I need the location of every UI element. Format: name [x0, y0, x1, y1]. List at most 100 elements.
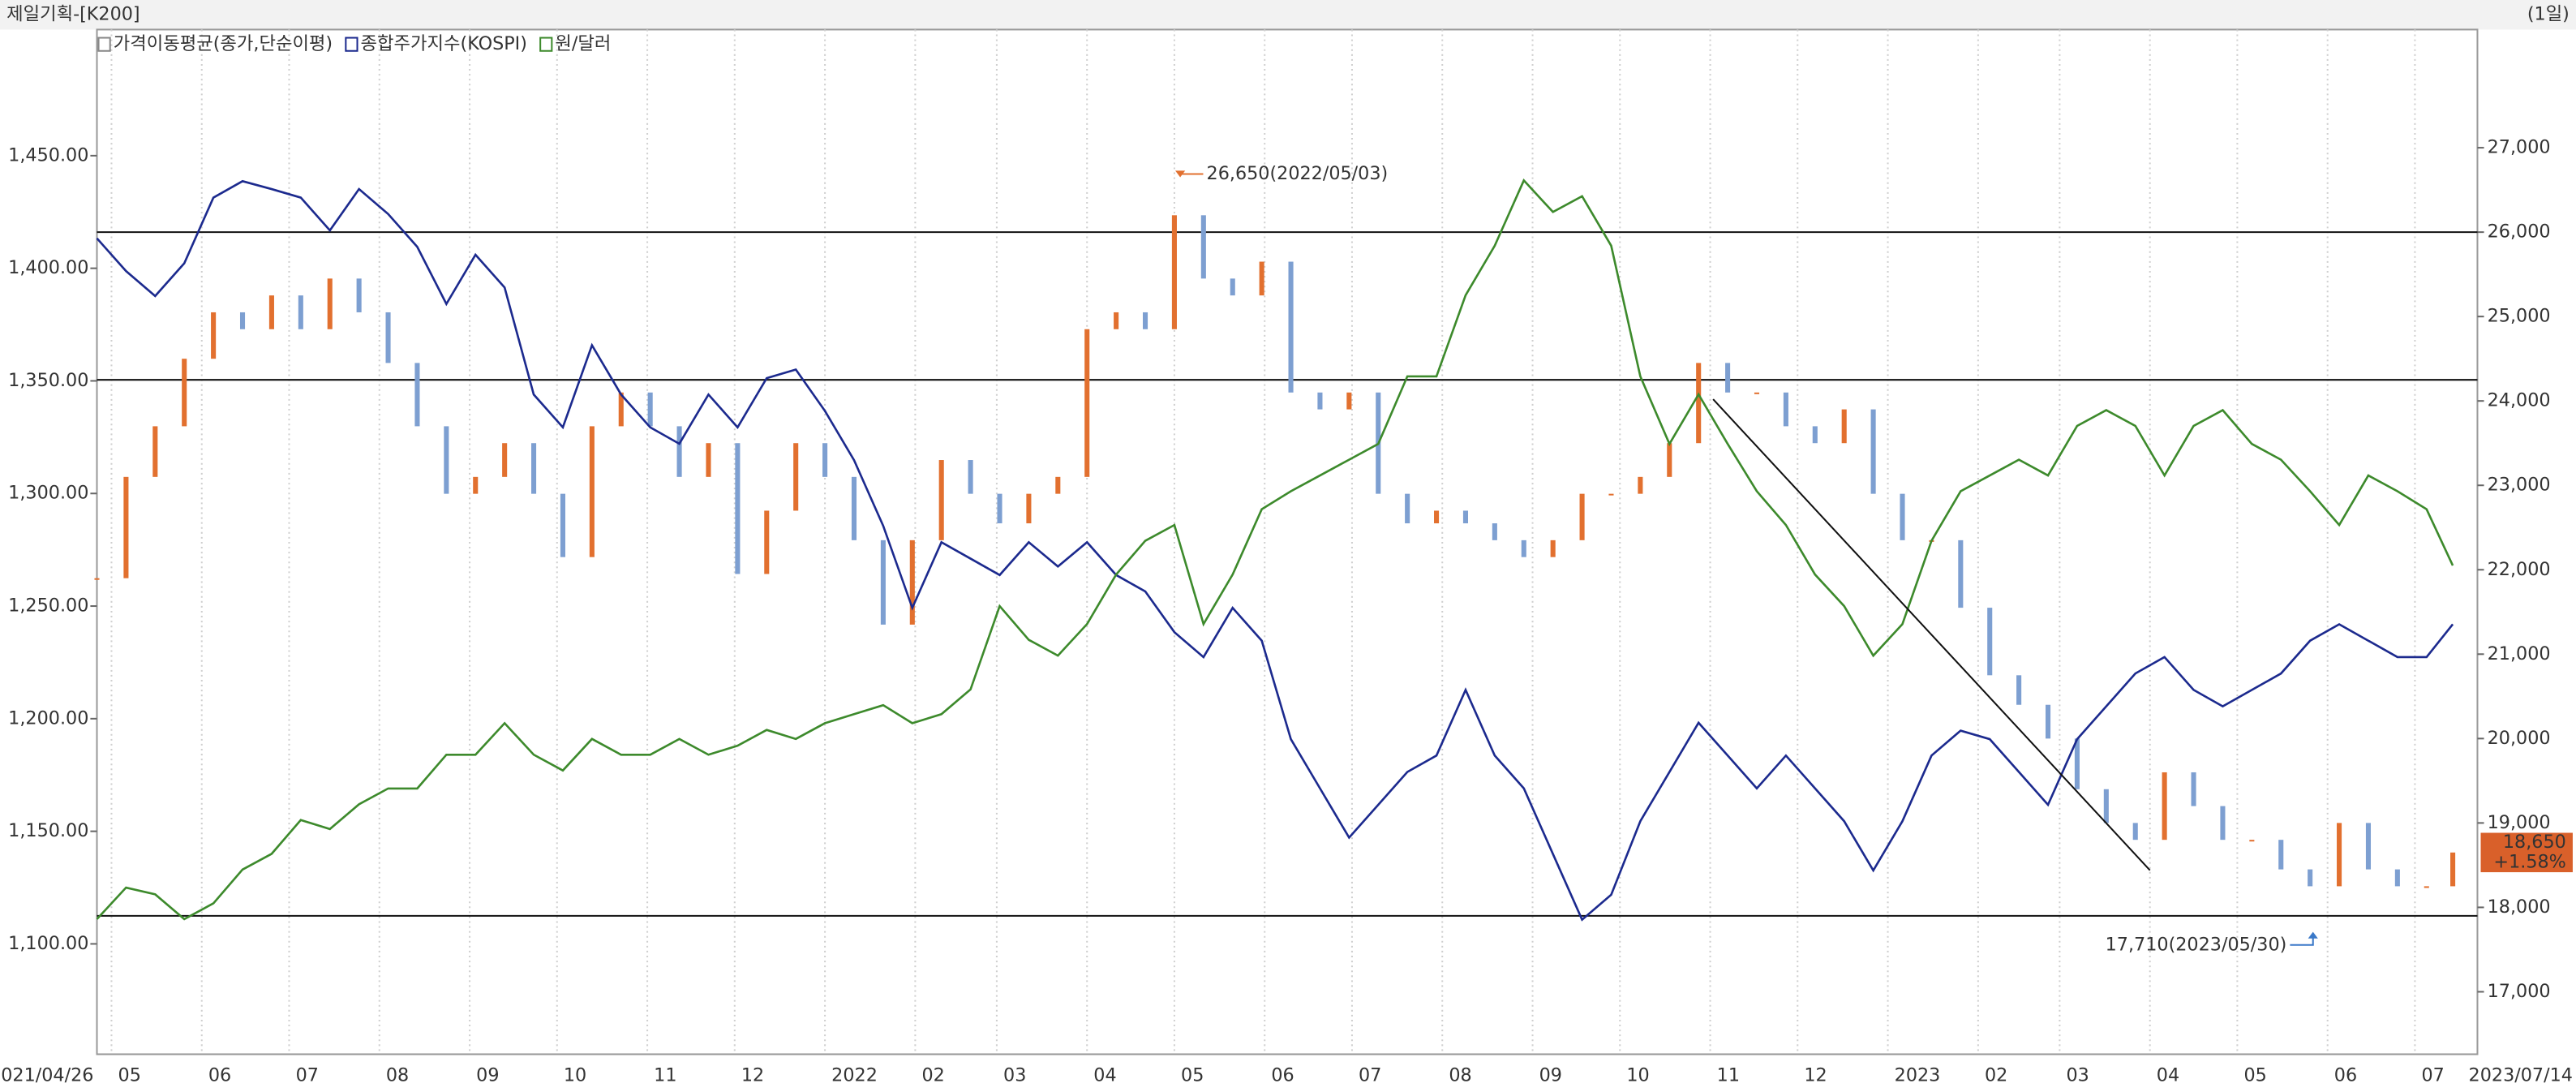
candle: [1550, 540, 1556, 557]
candle: [1259, 261, 1264, 296]
candle: [1462, 510, 1469, 524]
candle: [1171, 215, 1177, 329]
x-tick-label: 03: [2066, 1064, 2089, 1086]
candle: [473, 476, 479, 494]
candle: [706, 443, 711, 477]
x-tick-label: 11: [654, 1064, 676, 1086]
y2-tick-label: 18,000: [2488, 896, 2551, 918]
candle: [676, 426, 682, 477]
x-tick-label: 11: [1717, 1064, 1740, 1086]
legend-icon: [345, 37, 358, 52]
candle: [589, 426, 595, 557]
candle: [1026, 493, 1032, 524]
x-tick-label: 05: [1181, 1064, 1204, 1086]
candle: [1200, 215, 1206, 279]
y-tick-label: 1,150.00: [8, 820, 88, 841]
y-tick-label: 1,400.00: [8, 257, 88, 278]
x-tick-label: 02: [1985, 1064, 2007, 1086]
candle: [1725, 363, 1731, 393]
x-tick-label: 12: [1804, 1064, 1827, 1086]
line-series: [96, 179, 2454, 922]
x-tick-label: 04: [2157, 1064, 2179, 1086]
candle: [298, 295, 303, 329]
candle: [2074, 738, 2080, 789]
x-tick-label: 06: [208, 1064, 231, 1086]
candle: [2249, 840, 2255, 842]
legend-label: 종합주가지수(KOSPI): [361, 33, 527, 54]
x-tick-label: 05: [2244, 1064, 2267, 1086]
x-tick-label: 02: [921, 1064, 944, 1086]
candle: [502, 443, 508, 477]
x-tick-label: 03: [1003, 1064, 1026, 1086]
chart-title: 제일기획-[K200]: [6, 4, 140, 25]
candle: [1055, 476, 1061, 494]
y-tick-label: 1,100.00: [8, 933, 88, 954]
candle: [1841, 409, 1847, 444]
candle: [239, 312, 246, 329]
x-tick-label: 05: [118, 1064, 141, 1086]
candle: [1812, 426, 1818, 444]
x-tick-label: 07: [2422, 1064, 2445, 1086]
candle: [1084, 329, 1090, 477]
candle: [1317, 392, 1323, 410]
candle: [356, 278, 362, 312]
x-tick-label: 08: [386, 1064, 409, 1086]
x-tick-label: 2023/07/14: [2469, 1064, 2573, 1086]
candle: [1114, 312, 1119, 329]
y2-tick-label: 23,000: [2488, 475, 2551, 496]
candle: [268, 295, 274, 329]
candle: [1958, 540, 1964, 608]
candle: [880, 540, 886, 625]
candle: [1346, 392, 1352, 410]
candle: [2132, 823, 2138, 840]
candle: [1987, 608, 1993, 676]
legend-label: 가격이동평균(종가,단순이평): [114, 33, 333, 54]
legend-icon: [539, 37, 553, 52]
candle: [152, 426, 158, 477]
price-tag: [2480, 832, 2573, 873]
price-tag-change: +1.58%: [2493, 851, 2565, 872]
candle: [1754, 392, 1760, 394]
x-tick-label: 09: [476, 1064, 499, 1086]
y2-tick-label: 22,000: [2488, 559, 2551, 580]
y-tick-label: 1,200.00: [8, 707, 88, 729]
x-tick-label: 07: [296, 1064, 319, 1086]
y2-tick-label: 24,000: [2488, 390, 2551, 411]
x-tick-label: 07: [1359, 1064, 1381, 1086]
candle: [2308, 869, 2313, 887]
x-tick-label: 10: [564, 1064, 586, 1086]
candle: [851, 476, 857, 540]
candle: [2162, 772, 2167, 840]
candle: [1667, 443, 1672, 477]
candle: [531, 443, 537, 494]
candle: [2337, 823, 2342, 887]
candle: [444, 426, 449, 494]
candle: [327, 278, 333, 329]
x-tick-label: 2023: [1895, 1064, 1941, 1086]
x-tick-label: 09: [1539, 1064, 1562, 1086]
candle: [1405, 493, 1410, 524]
y2-tick-label: 27,000: [2488, 137, 2551, 158]
candle: [997, 493, 1002, 524]
x-tick-label: 04: [1093, 1064, 1116, 1086]
candle: [1142, 312, 1148, 329]
candle: [909, 540, 915, 625]
candle: [2424, 886, 2429, 888]
y2-tick-label: 17,000: [2488, 981, 2551, 1002]
candle: [1696, 363, 1702, 444]
y2-tick-label: 19,000: [2488, 812, 2551, 833]
annotation-label: 26,650(2022/05/03): [1207, 163, 1389, 184]
candle: [1638, 476, 1643, 494]
trend-line: [1712, 398, 2151, 871]
candle: [1492, 523, 1497, 540]
line-series: [96, 178, 2454, 921]
y2-tick-label: 20,000: [2488, 728, 2551, 749]
annotation-label: 17,710(2023/05/30): [2106, 934, 2287, 955]
price-tag-value: 18,650: [2503, 832, 2566, 853]
x-tick-label: 06: [1271, 1064, 1294, 1086]
title-bar: [0, 0, 2576, 30]
y-tick-label: 1,300.00: [8, 483, 88, 504]
x-tick-label: 06: [2334, 1064, 2357, 1086]
candle: [764, 510, 770, 574]
